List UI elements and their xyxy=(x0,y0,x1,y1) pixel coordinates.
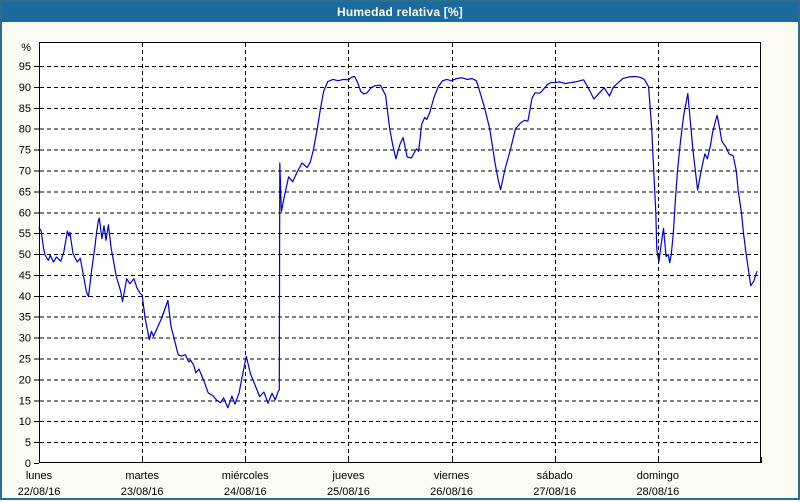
x-date-label: 23/08/16 xyxy=(121,486,164,498)
axis-ticks xyxy=(34,66,762,464)
x-day-label: jueves xyxy=(332,470,365,482)
x-day-label: martes xyxy=(125,470,159,482)
x-date-label: 26/08/16 xyxy=(430,486,473,498)
y-tick-label: 90 xyxy=(19,82,31,94)
x-axis-labels: lunes 22/08/16 martes 23/08/16 miércoles 24/0… xyxy=(18,470,680,498)
y-tick-label: 0 xyxy=(25,458,31,470)
y-tick-label: 50 xyxy=(19,249,31,261)
x-day-label: sábado xyxy=(537,470,573,482)
x-day-label: domingo xyxy=(637,470,679,482)
y-tick-label: 25 xyxy=(19,354,31,366)
y-tick-label: 45 xyxy=(19,270,31,282)
y-tick-label: 70 xyxy=(19,165,31,177)
y-axis-labels: 0 5 10 15 20 25 30 35 40 45 50 55 60 65 70 75 80 85 90 95 xyxy=(19,61,31,470)
x-date-label: 22/08/16 xyxy=(18,486,61,498)
y-tick-label: 85 xyxy=(19,103,31,115)
y-tick-label: 75 xyxy=(19,145,31,157)
y-tick-label: 5 xyxy=(25,437,31,449)
gridlines xyxy=(40,43,760,462)
title-bar[interactable]: Humedad relativa [%] xyxy=(2,2,798,22)
x-date-label: 25/08/16 xyxy=(327,486,370,498)
y-tick-label: 40 xyxy=(19,291,31,303)
plot-background xyxy=(39,42,761,463)
x-day-label: lunes xyxy=(26,470,53,482)
y-tick-label: 80 xyxy=(19,124,31,136)
y-tick-label: 30 xyxy=(19,333,31,345)
x-date-label: 28/08/16 xyxy=(636,486,679,498)
humidity-series-line xyxy=(38,75,758,409)
y-tick-label: 65 xyxy=(19,186,31,198)
plot-border xyxy=(39,42,761,463)
y-tick-label: 95 xyxy=(19,61,31,73)
x-day-label: miércoles xyxy=(222,470,270,482)
y-tick-label: 20 xyxy=(19,374,31,386)
x-date-label: 27/08/16 xyxy=(533,486,576,498)
y-tick-label: 60 xyxy=(19,207,31,219)
x-date-label: 24/08/16 xyxy=(224,486,267,498)
y-tick-label: 10 xyxy=(19,416,31,428)
x-day-label: viernes xyxy=(434,470,470,482)
y-axis-unit-label: % xyxy=(21,42,31,54)
chart-area: 0 5 10 15 20 25 30 35 40 45 50 55 60 65 70 75 80 85 90 95% l… xyxy=(2,22,798,498)
y-tick-label: 15 xyxy=(19,395,31,407)
window-title: Humedad relativa [%] xyxy=(336,5,464,19)
humidity-line-chart: 0 5 10 15 20 25 30 35 40 45 50 55 60 65 70 75 80 85 90 95% l… xyxy=(18,42,762,498)
y-tick-label: 55 xyxy=(19,228,31,240)
y-tick-label: 35 xyxy=(19,312,31,324)
